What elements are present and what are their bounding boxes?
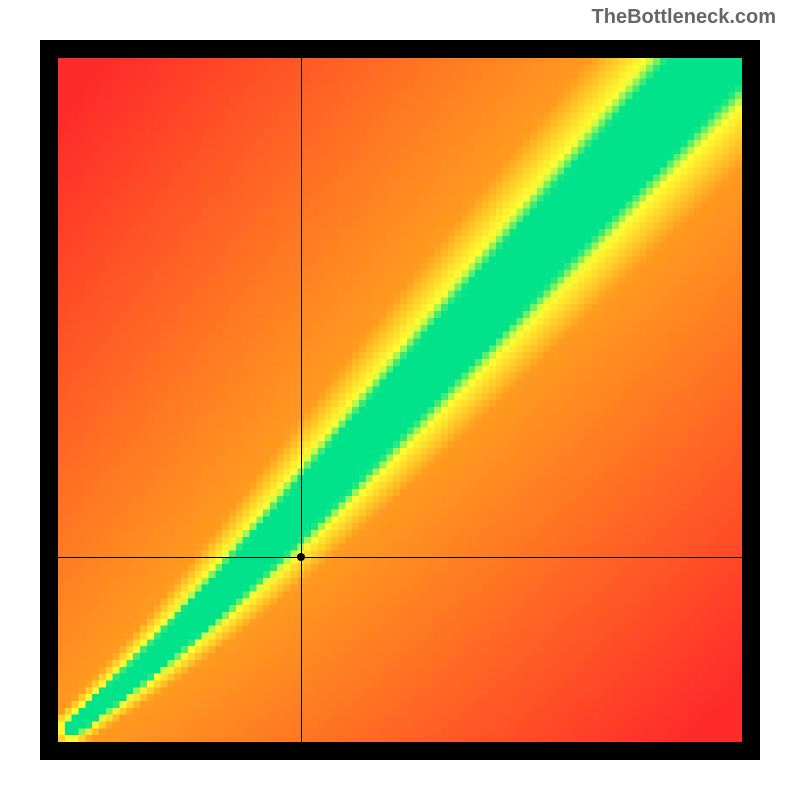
crosshair-horizontal [58,557,742,558]
heatmap-chart [40,40,760,760]
crosshair-dot [297,553,305,561]
crosshair-vertical [301,58,302,742]
heatmap-canvas [58,58,742,742]
attribution-text: TheBottleneck.com [592,6,776,29]
heatmap-canvas-wrap [58,58,742,742]
